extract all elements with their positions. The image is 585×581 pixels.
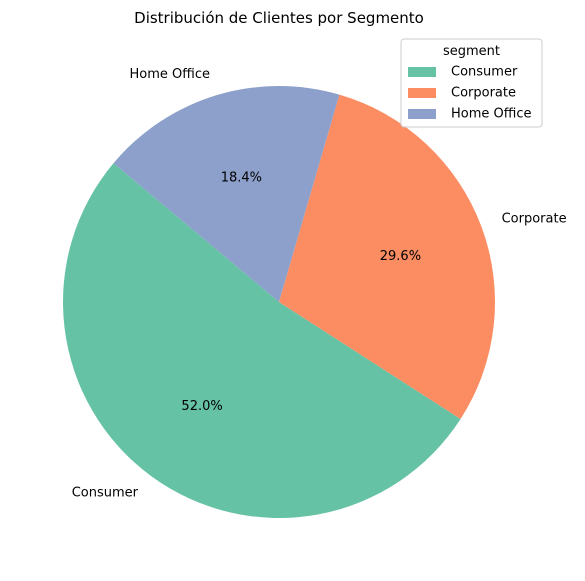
legend-label-home-office: Home Office [451, 107, 531, 122]
legend-swatch-home-office [408, 109, 436, 119]
pie-slice-home-office [113, 86, 340, 303]
legend-label-consumer: Consumer [451, 65, 518, 80]
legend-label-corporate: Corporate [451, 86, 516, 101]
pie-slices [62, 86, 495, 519]
percent-label-home-office: 18.4% [221, 170, 262, 185]
slice-label-home-office: Home Office [130, 67, 210, 82]
pie-slice-consumer [62, 163, 461, 519]
percent-labels: 52.0% 29.6% 18.4% [181, 170, 421, 413]
legend-swatch-consumer [408, 67, 436, 77]
slice-label-consumer: Consumer [72, 486, 139, 501]
legend-frame [400, 38, 543, 128]
legend-entries: Consumer Corporate Home Office [408, 65, 531, 122]
percent-label-consumer: 52.0% [181, 399, 222, 414]
slice-label-corporate: Corporate [502, 211, 567, 226]
pie-slice-corporate [279, 94, 495, 420]
chart-title: Distribución de Clientes por Segmento [134, 9, 424, 27]
percent-label-corporate: 29.6% [380, 249, 421, 264]
slice-labels: Consumer Corporate Home Office [72, 67, 567, 501]
legend-title: segment [443, 44, 500, 59]
legend-swatch-corporate [408, 88, 436, 98]
legend: segment Consumer Corporate Home Office [400, 38, 543, 128]
